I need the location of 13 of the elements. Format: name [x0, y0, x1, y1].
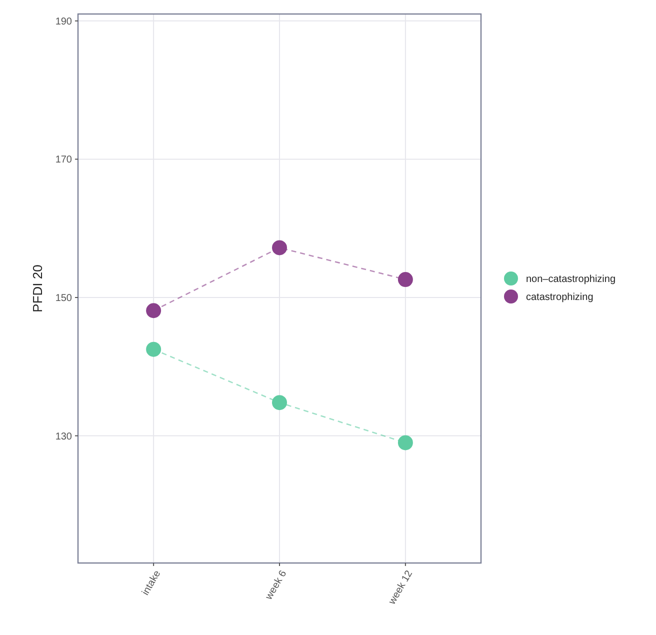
y-axis-title: PFDI 20	[30, 264, 45, 312]
legend-label: non–catastrophizing	[526, 274, 616, 285]
y-tick-label: 130	[55, 431, 72, 442]
y-tick-label: 190	[55, 16, 72, 28]
legend-label: catastrophizing	[526, 292, 594, 303]
point	[146, 342, 162, 357]
point	[146, 303, 162, 318]
point	[398, 272, 413, 288]
point	[398, 435, 413, 450]
y-tick-label: 150	[55, 292, 72, 304]
point	[272, 240, 287, 256]
y-tick-label: 170	[55, 154, 72, 166]
point	[272, 395, 287, 410]
